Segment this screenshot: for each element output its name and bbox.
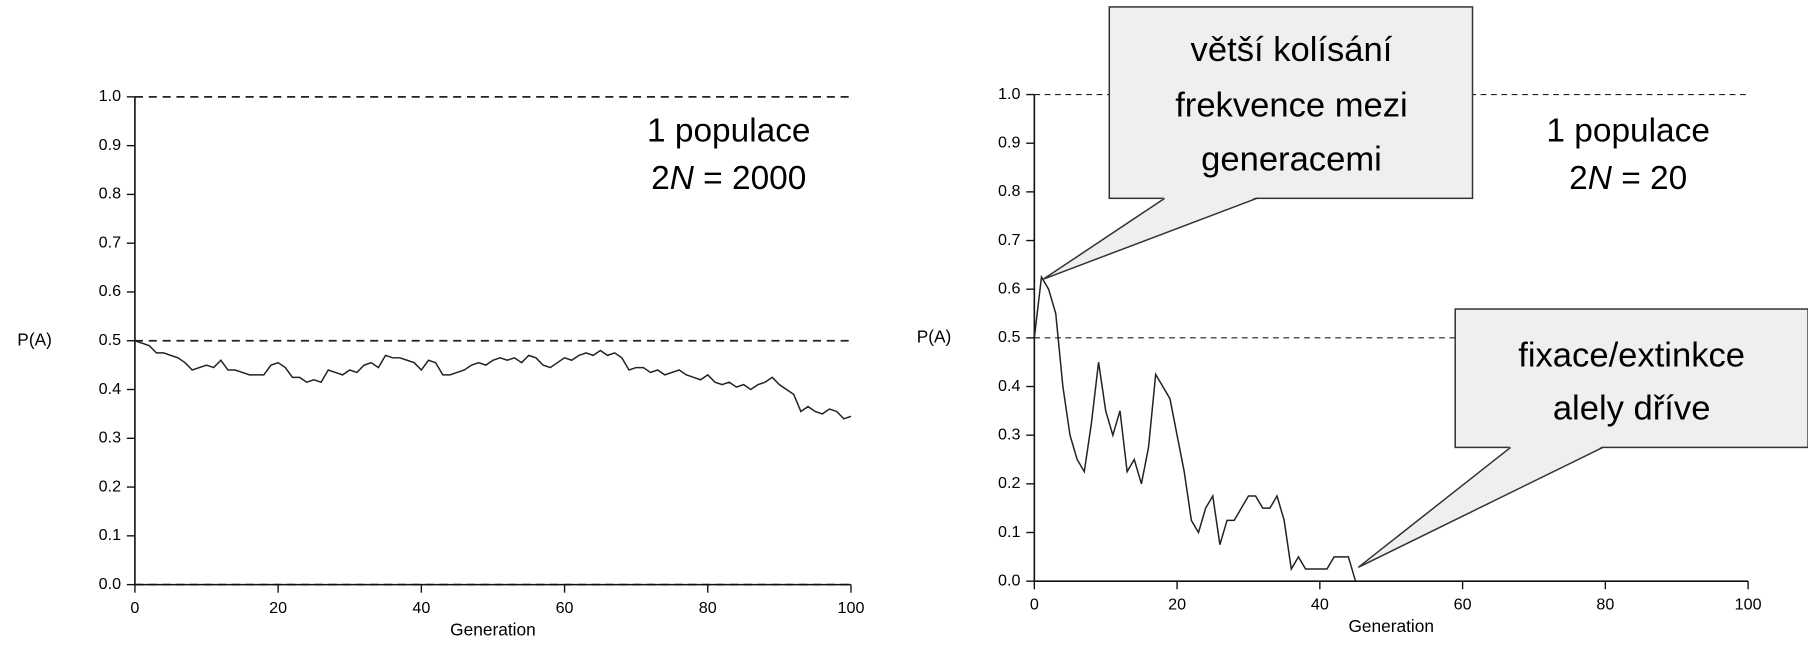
x-tick-label: 20 — [269, 599, 287, 617]
y-tick-label: 1.0 — [99, 87, 121, 105]
x-tick-label: 0 — [130, 599, 139, 617]
y-tick-label: 0.1 — [99, 526, 121, 544]
data-line — [134, 340, 852, 420]
callout-text: fixace/extinkce — [1518, 337, 1745, 375]
x-tick-label: 60 — [1454, 596, 1472, 614]
annotation-part: = 20 — [1612, 160, 1687, 197]
annotation: 2N = 2000 — [651, 160, 806, 197]
annotation-part: N — [670, 160, 695, 197]
x-tick-label: 80 — [699, 599, 717, 617]
callout-text: větší kolísání — [1191, 31, 1393, 69]
x-tick-label: 80 — [1596, 596, 1614, 614]
x-tick-label: 60 — [556, 599, 574, 617]
callout-pointer-edge — [1357, 446, 1604, 568]
y-tick-label: 0.3 — [998, 425, 1020, 443]
callout-text: alely dříve — [1553, 390, 1711, 428]
annotation-part: N — [1588, 160, 1613, 197]
callout-box — [1108, 6, 1474, 200]
x-axis-label: Generation — [450, 619, 536, 639]
y-tick-label: 0.2 — [998, 474, 1020, 492]
y-tick-label: 0.4 — [998, 377, 1020, 395]
x-tick-label: 100 — [1735, 596, 1762, 614]
y-tick-label: 0.8 — [998, 182, 1020, 200]
callout-pointer-edge — [1043, 197, 1258, 280]
annotation: 1 populace — [1546, 112, 1710, 149]
x-axis-label: Generation — [1348, 616, 1434, 636]
annotation: 1 populace — [647, 112, 811, 149]
annotation-part: 2 — [1569, 160, 1588, 197]
y-tick-label: 0.2 — [99, 477, 121, 495]
y-tick-label: 1.0 — [998, 85, 1020, 103]
x-tick-label: 40 — [1311, 596, 1329, 614]
y-tick-label: 0.5 — [998, 328, 1020, 346]
y-tick-label: 0.0 — [998, 571, 1020, 589]
annotation: 2N = 20 — [1569, 160, 1687, 197]
data-line — [1033, 274, 1357, 582]
callout-text: frekvence mezi — [1175, 86, 1408, 124]
y-tick-label: 0.0 — [99, 575, 121, 593]
y-tick-label: 0.6 — [99, 282, 121, 300]
annotation-part: 2 — [651, 160, 670, 197]
callout-text: generacemi — [1201, 141, 1382, 179]
x-tick-label: 40 — [412, 599, 430, 617]
annotation-part: = 2000 — [694, 160, 806, 197]
y-tick-label: 0.9 — [99, 136, 121, 154]
callout-box — [1454, 308, 1808, 449]
x-tick-label: 20 — [1168, 596, 1186, 614]
y-tick-label: 0.5 — [99, 331, 121, 349]
scaled-root: 0.00.10.20.30.40.50.60.70.80.91.00 20 40 60… — [17, 6, 1808, 639]
x-tick-label: 0 — [1030, 596, 1039, 614]
y-tick-label: 0.9 — [998, 133, 1020, 151]
x-tick-label: 100 — [838, 599, 865, 617]
y-tick-label: 0.8 — [99, 185, 121, 203]
y-axis-label: P(A) — [17, 329, 52, 349]
y-tick-label: 0.4 — [99, 380, 121, 398]
y-tick-label: 0.7 — [99, 233, 121, 251]
y-axis-label: P(A) — [917, 326, 952, 346]
y-tick-label: 0.3 — [99, 429, 121, 447]
y-tick-label: 0.6 — [998, 279, 1020, 297]
y-tick-label: 0.1 — [998, 523, 1020, 541]
y-tick-label: 0.7 — [998, 231, 1020, 249]
